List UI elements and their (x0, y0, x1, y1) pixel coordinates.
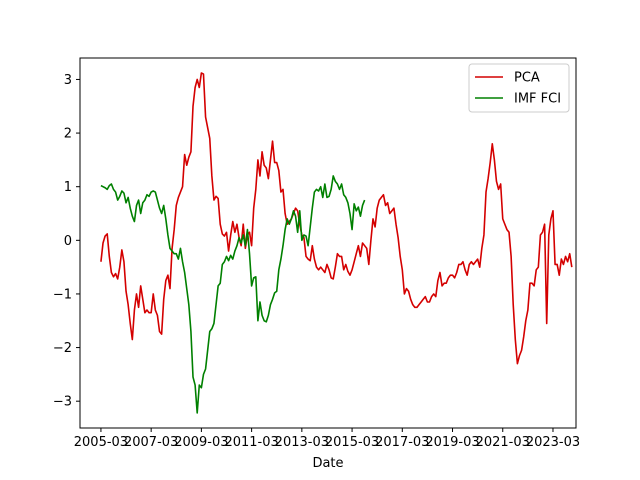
x-tick-label: 2005-03 (74, 435, 128, 450)
y-tick-label: −3 (53, 395, 72, 410)
x-tick-label: 2013-03 (275, 435, 329, 450)
plot-frame (79, 57, 577, 429)
x-tick-label: 2021-03 (476, 435, 530, 450)
y-tick-label: −2 (53, 341, 72, 356)
legend-label: PCA (514, 71, 540, 86)
y-axis: −3 −2 −1 0 1 2 3 (53, 73, 80, 410)
plot-lines (100, 72, 573, 414)
y-tick-label: 3 (64, 73, 72, 88)
x-tick-label: 2007-03 (124, 435, 178, 450)
x-tick-label: 2017-03 (375, 435, 429, 450)
y-tick-label: 2 (64, 127, 72, 142)
x-axis-label: Date (312, 456, 343, 471)
x-axis: 2005-032007-032009-032011-032013-032015-… (74, 428, 580, 450)
series-line-0 (100, 72, 573, 365)
x-tick-label: 2009-03 (174, 435, 228, 450)
y-tick-label: 0 (64, 234, 72, 249)
x-tick-label: 2019-03 (425, 435, 479, 450)
series-line-1 (100, 175, 366, 414)
legend-box (468, 63, 570, 113)
y-tick-label: −1 (53, 287, 72, 302)
legend: PCA IMF FCI (468, 63, 570, 113)
x-tick-label: 2023-03 (526, 435, 580, 450)
x-tick-label: 2015-03 (325, 435, 379, 450)
x-tick-label: 2011-03 (224, 435, 278, 450)
legend-label: IMF FCI (514, 92, 561, 107)
y-tick-label: 1 (64, 180, 72, 195)
